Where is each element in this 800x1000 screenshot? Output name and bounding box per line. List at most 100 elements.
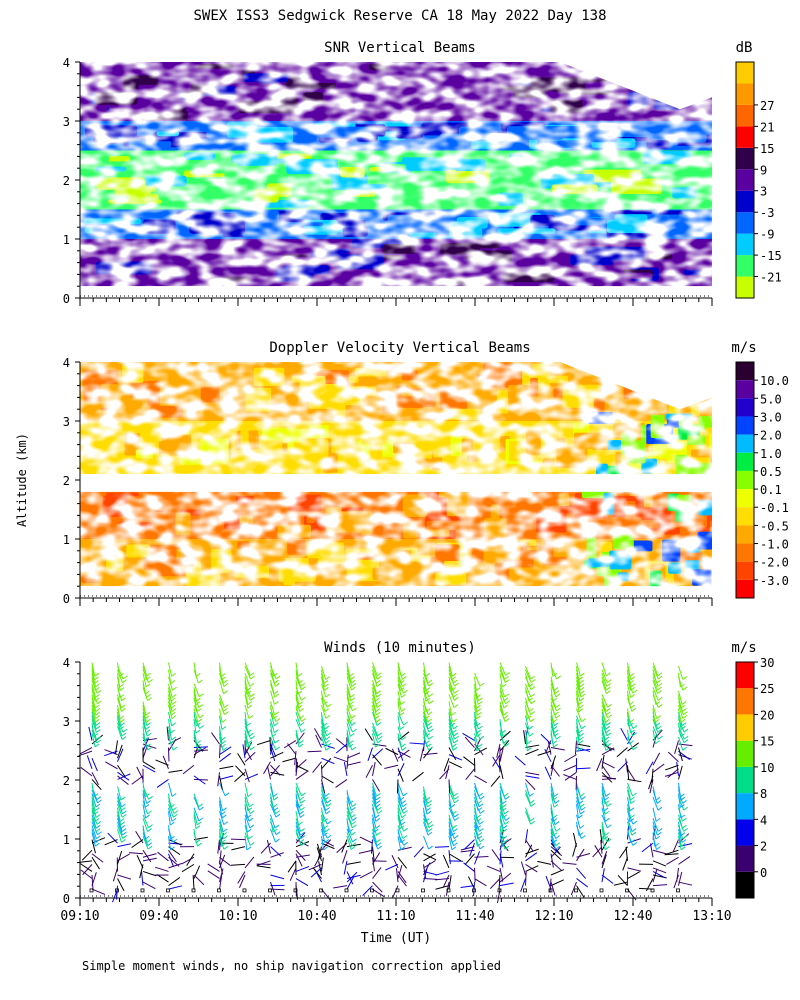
wind-barb	[117, 850, 123, 865]
wind-barb-flag	[376, 690, 381, 695]
wind-barb	[576, 867, 587, 879]
wind-barb-flag	[145, 726, 150, 730]
wind-barb-flag	[297, 673, 303, 677]
wind-barb	[474, 856, 489, 858]
snr-units: dB	[736, 40, 753, 56]
wind-barb	[142, 835, 149, 850]
wind-barb-flag	[681, 839, 687, 843]
wind-barb	[550, 762, 555, 776]
wind-barb-flag	[503, 711, 508, 716]
wind-barb-flag	[425, 673, 430, 677]
wind-barb	[499, 665, 506, 680]
wind-barb-flag	[530, 711, 535, 715]
wind-barb-flag	[629, 719, 635, 723]
wind-barb-flag	[578, 729, 583, 734]
wind-barb-flag	[452, 824, 457, 829]
wind-barb-flag	[170, 697, 176, 702]
wind-barb-flag	[147, 845, 153, 850]
wind-barb-flag	[425, 708, 431, 713]
wind-barb	[391, 855, 399, 869]
wind-barb-flag	[631, 683, 636, 688]
wind-barb-flag	[324, 796, 329, 801]
wind-barb	[91, 772, 99, 785]
wind-barb	[193, 733, 198, 748]
wind-barb	[117, 748, 124, 762]
wind-barb	[576, 690, 579, 705]
wind-barb	[142, 825, 146, 840]
wind-barb-flag	[630, 814, 635, 819]
colorbar-frame	[735, 361, 755, 599]
wind-barb	[419, 747, 424, 762]
wind-barb	[423, 870, 438, 876]
wind-barb	[467, 876, 475, 890]
wind-barb	[372, 789, 377, 804]
wind-barb	[474, 782, 480, 797]
wind-barb-flag	[529, 792, 534, 797]
wind-barb	[550, 786, 554, 801]
wind-barb	[142, 662, 148, 677]
wind-barb	[91, 814, 97, 829]
wind-barb-flag	[274, 711, 279, 716]
wind-barb-flag	[249, 682, 255, 687]
wind-barb-flag	[502, 733, 508, 737]
wind-barb	[168, 729, 171, 744]
wind-barb	[372, 683, 378, 698]
wind-barb-flag	[376, 792, 381, 797]
wind-barb	[641, 842, 654, 853]
wind-barbs	[78, 662, 693, 904]
wind-barb-flag	[528, 708, 534, 712]
wind-barb	[397, 807, 401, 822]
x-tick-label: 11:40	[455, 909, 494, 924]
wind-barb	[295, 825, 302, 839]
wind-barb	[652, 825, 657, 840]
wind-barb	[496, 743, 501, 758]
wind-barb-flag	[578, 701, 583, 706]
wind-barb	[423, 697, 427, 712]
wind-barb	[219, 697, 224, 712]
wind-barb-flag	[403, 841, 408, 846]
wind-barb	[601, 708, 606, 723]
wind-barb-flag	[579, 679, 584, 684]
wind-barb-flag	[581, 796, 586, 800]
wind-barb	[435, 885, 450, 890]
calm-marker	[217, 888, 221, 893]
wind-barb	[423, 719, 430, 733]
doppler-gaps	[80, 362, 712, 598]
wind-barb	[423, 722, 427, 737]
wind-barb	[448, 666, 453, 680]
wind-barb-flag	[682, 817, 687, 822]
wind-barb	[142, 857, 157, 862]
wind-barb-flag	[681, 722, 687, 727]
wind-barb-flag	[503, 792, 509, 797]
wind-barb	[193, 729, 198, 744]
wind-barb	[448, 687, 455, 701]
wind-barb	[469, 842, 475, 857]
wind-barb	[317, 846, 322, 861]
wind-barb-flag	[145, 814, 150, 819]
wind-barb	[397, 796, 403, 811]
wind-barb-flag	[428, 824, 434, 829]
wind-barb	[244, 768, 250, 783]
wind-barb-flag	[427, 711, 433, 716]
wind-barb-flag	[94, 743, 100, 748]
wind-barb	[193, 865, 201, 879]
wind-barb-flag	[97, 799, 102, 804]
wind-barb-flag	[221, 676, 226, 681]
wind-barb-flag	[402, 835, 408, 839]
wind-barb-flag	[427, 725, 433, 730]
wind-barb	[576, 736, 580, 751]
wind-barb	[91, 704, 97, 719]
colorbar-swatch	[736, 169, 754, 191]
wind-barb-flag	[453, 704, 459, 708]
wind-barb-flag	[298, 740, 304, 744]
wind-barb-flag	[376, 711, 381, 716]
wind-barb-flag	[604, 846, 610, 851]
wind-barb-flag	[605, 729, 611, 734]
wind-barb-flag	[375, 708, 381, 712]
wind-barb-flag	[144, 715, 150, 720]
wind-barb	[574, 740, 577, 755]
wind-barb	[91, 712, 97, 726]
wind-barb-flag	[324, 683, 329, 688]
wind-barb-flag	[300, 828, 305, 832]
